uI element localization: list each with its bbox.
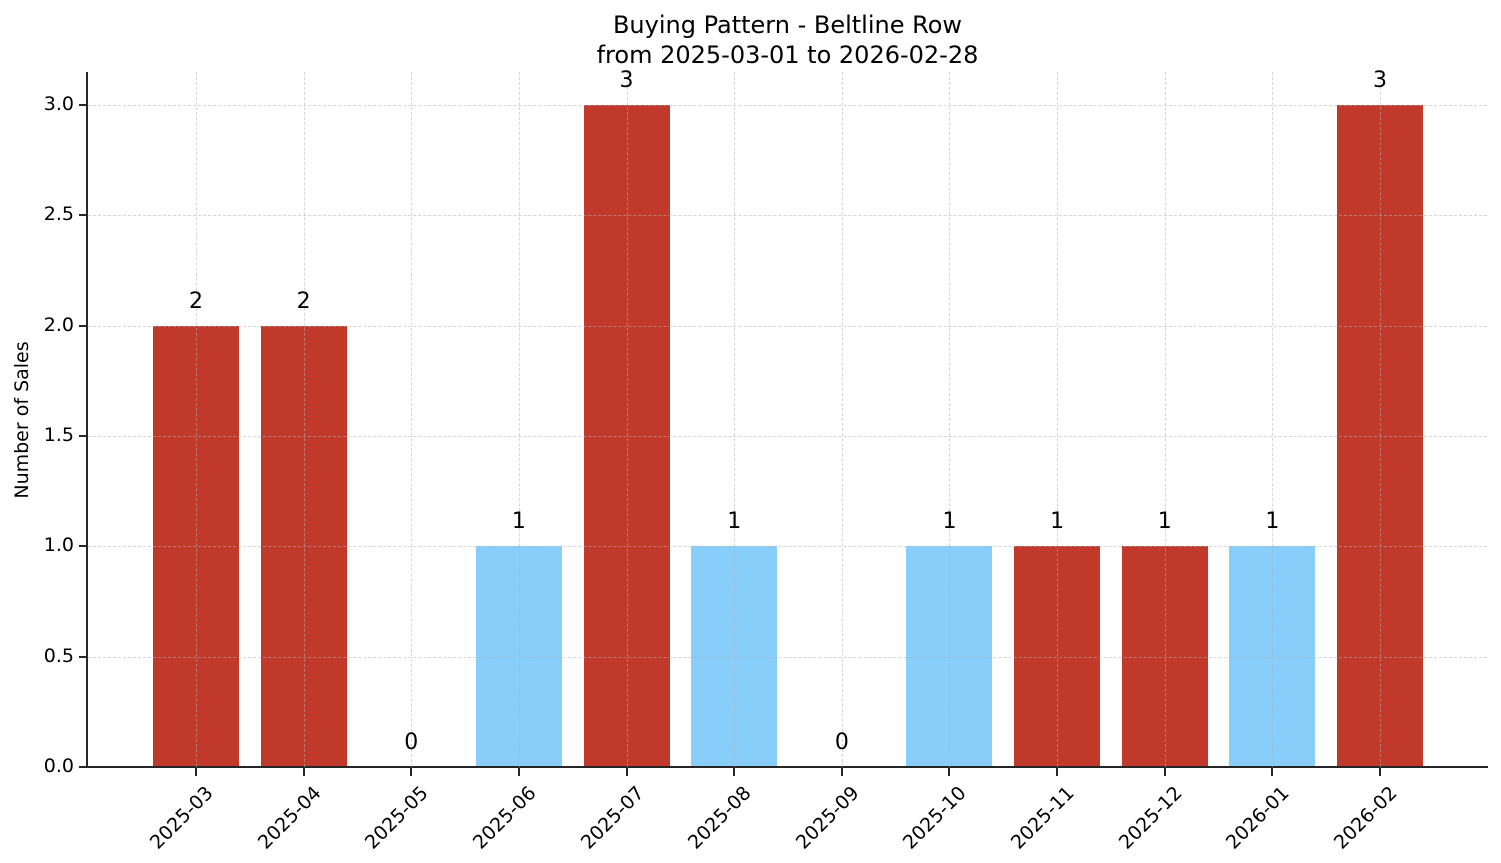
y-tick-label: 1.0 xyxy=(43,534,74,557)
bar-value-label: 0 xyxy=(404,730,419,755)
x-axis-spine xyxy=(86,766,1488,768)
x-tick xyxy=(948,767,951,776)
h-gridline xyxy=(88,325,1487,327)
y-tick xyxy=(79,435,88,438)
v-gridline xyxy=(196,72,197,767)
v-gridline xyxy=(626,72,628,767)
x-tick-label: 2025-07 xyxy=(576,782,649,854)
x-tick xyxy=(1271,767,1274,776)
y-tick xyxy=(79,214,88,217)
y-tick xyxy=(79,324,88,327)
chart-subtitle: from 2025-03-01 to 2026-02-28 xyxy=(596,41,979,69)
bar-value-label: 1 xyxy=(942,509,957,535)
x-tick xyxy=(195,767,197,776)
bar-value-label: 1 xyxy=(1157,509,1172,535)
chart-title: Buying Pattern - Beltline Row xyxy=(612,11,963,39)
bar-value-label: 2 xyxy=(189,288,203,314)
y-tick-label: 3.0 xyxy=(43,93,74,116)
h-gridline xyxy=(88,656,1487,658)
v-gridline xyxy=(303,72,305,767)
x-tick-label: 2025-08 xyxy=(684,782,756,854)
y-tick-label: 2.0 xyxy=(43,313,74,336)
x-tick xyxy=(625,767,628,776)
x-tick-label: 2025-06 xyxy=(468,782,541,854)
v-gridline xyxy=(734,72,736,767)
h-gridline xyxy=(88,436,1487,438)
bar-value-label: 1 xyxy=(511,509,526,535)
bar-value-label: 3 xyxy=(619,68,634,94)
x-tick xyxy=(410,767,413,776)
y-tick-label: 1.5 xyxy=(43,424,74,447)
x-tick-label: 2025-05 xyxy=(361,782,433,854)
y-tick-label: 2.5 xyxy=(43,203,74,226)
v-gridline xyxy=(1272,72,1274,767)
v-gridline xyxy=(1057,72,1059,767)
y-tick xyxy=(79,545,88,548)
bar-value-label: 2 xyxy=(296,288,311,314)
x-tick-label: 2025-11 xyxy=(1006,782,1079,854)
v-gridline xyxy=(518,72,520,767)
x-tick xyxy=(517,767,520,776)
x-tick-label: 2025-03 xyxy=(145,782,218,854)
h-gridline xyxy=(88,215,1487,217)
bar-value-label: 1 xyxy=(1050,509,1065,535)
x-tick xyxy=(1056,767,1059,776)
y-axis-label: Number of Sales xyxy=(11,341,33,499)
x-tick-label: 2025-10 xyxy=(899,782,972,854)
x-tick xyxy=(1163,767,1166,776)
bar-value-label: 3 xyxy=(1373,68,1388,94)
h-gridline xyxy=(88,105,1487,107)
bar-value-label: 1 xyxy=(727,509,742,535)
v-gridline xyxy=(841,72,843,767)
y-tick-label: 0.5 xyxy=(43,644,74,667)
x-tick-label: 2025-12 xyxy=(1114,782,1187,854)
x-tick-label: 2026-01 xyxy=(1222,782,1294,854)
x-tick-label: 2025-09 xyxy=(791,782,864,854)
x-tick xyxy=(840,767,843,776)
x-tick-label: 2026-02 xyxy=(1329,782,1402,854)
x-tick xyxy=(1379,767,1382,776)
h-gridline xyxy=(88,546,1487,548)
x-tick xyxy=(302,767,305,776)
v-gridline xyxy=(949,72,951,767)
bar-value-label: 1 xyxy=(1265,509,1280,535)
x-tick-label: 2025-04 xyxy=(253,782,326,854)
v-gridline xyxy=(411,72,413,767)
v-gridline xyxy=(1380,72,1382,767)
y-axis-spine xyxy=(86,72,88,768)
x-tick xyxy=(733,767,736,776)
y-tick-label: 0.0 xyxy=(43,755,74,777)
v-gridline xyxy=(1164,72,1166,767)
chart-title-block: Buying Pattern - Beltline Row from 2025-… xyxy=(88,10,1487,70)
y-tick xyxy=(79,655,88,658)
y-tick xyxy=(79,766,88,768)
y-tick xyxy=(79,104,88,107)
bar-value-label: 0 xyxy=(834,730,849,755)
